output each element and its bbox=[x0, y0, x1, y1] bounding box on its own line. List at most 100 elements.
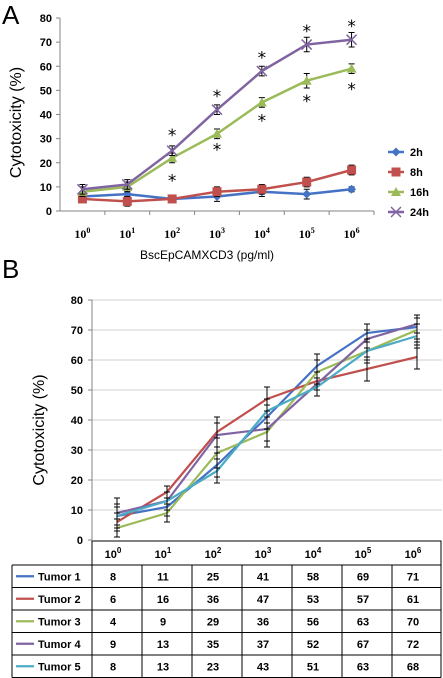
table-cell: 47 bbox=[257, 594, 269, 606]
significance-star: * bbox=[168, 172, 177, 192]
y-tick-label-b: 60 bbox=[71, 355, 83, 367]
significance-star: * bbox=[302, 22, 311, 42]
table-cell: 51 bbox=[307, 661, 319, 673]
table-row-label: Tumor 5 bbox=[38, 661, 81, 673]
table-cell: 56 bbox=[307, 616, 319, 628]
x-tick-label-a-exponent: 5 bbox=[311, 226, 315, 235]
table-row-label: Tumor 3 bbox=[38, 616, 81, 628]
table-cell: 68 bbox=[407, 661, 419, 673]
table-header-cell-exponent: 6 bbox=[417, 546, 422, 555]
error-bar-Tumor 5 bbox=[264, 398, 270, 424]
table-header-cell-exponent: 2 bbox=[217, 546, 222, 555]
table-header-cell-exponent: 1 bbox=[167, 546, 172, 555]
series-a-16h bbox=[77, 63, 357, 198]
series-a-8h bbox=[77, 164, 357, 207]
data-point-16h bbox=[346, 63, 357, 73]
legend-marker-24h bbox=[390, 206, 402, 218]
significance-star: * bbox=[258, 111, 267, 131]
data-point-24h bbox=[346, 34, 358, 46]
table-cell: 13 bbox=[157, 661, 169, 673]
data-point-8h bbox=[212, 187, 222, 197]
data-point-16h bbox=[212, 128, 222, 138]
legend-label-2h: 2h bbox=[410, 147, 423, 159]
significance-star: * bbox=[258, 49, 267, 69]
y-tick-label-a: 10 bbox=[40, 182, 52, 194]
table-header-cell-base: 10 bbox=[105, 549, 117, 561]
x-tick-label-a-exponent: 4 bbox=[266, 226, 270, 235]
legend-label-8h: 8h bbox=[410, 167, 423, 179]
table-header-cell-base: 10 bbox=[255, 549, 267, 561]
significance-star: * bbox=[347, 17, 356, 37]
y-tick-label-b: 50 bbox=[71, 385, 83, 397]
table-header-cell: 106 bbox=[405, 546, 422, 561]
x-tick-label-a-exponent: 0 bbox=[86, 226, 90, 235]
data-point-8h bbox=[122, 196, 132, 206]
y-tick-label-b: 20 bbox=[71, 475, 83, 487]
table-header-cell-exponent: 4 bbox=[317, 546, 322, 555]
x-tick-label-a: 102 bbox=[164, 226, 180, 241]
table-cell: 52 bbox=[307, 639, 319, 651]
table-cell: 37 bbox=[257, 639, 269, 651]
table-cell: 58 bbox=[307, 571, 319, 583]
y-tick-label-a: 20 bbox=[40, 158, 52, 170]
x-tick-label-a-base: 10 bbox=[119, 227, 131, 241]
series-a-24h bbox=[76, 31, 358, 195]
error-bar-Tumor 5 bbox=[214, 458, 220, 484]
y-tick-label-a: 40 bbox=[40, 110, 52, 122]
x-tick-label-a-exponent: 3 bbox=[221, 226, 225, 235]
table-cell: 53 bbox=[307, 594, 319, 606]
y-tick-label-b: 30 bbox=[71, 445, 83, 457]
y-axis-label-a: Cytotoxicity (%) bbox=[8, 67, 25, 178]
x-tick-label-a-base: 10 bbox=[209, 227, 221, 241]
table-cell: 29 bbox=[207, 616, 219, 628]
table-header-cell: 102 bbox=[205, 546, 222, 561]
legend-marker-16h bbox=[391, 187, 401, 196]
table-cell: 23 bbox=[207, 661, 219, 673]
y-tick-label-a: 70 bbox=[40, 37, 52, 49]
x-tick-label-a-exponent: 6 bbox=[356, 226, 360, 235]
x-tick-label-a: 106 bbox=[344, 226, 360, 241]
table-cell: 57 bbox=[357, 594, 369, 606]
error-bar-Tumor 4 bbox=[214, 422, 220, 448]
table-cell: 63 bbox=[357, 616, 369, 628]
x-tick-label-a: 101 bbox=[119, 226, 135, 241]
y-tick-label-b: 40 bbox=[71, 415, 83, 427]
table-cell: 9 bbox=[160, 616, 166, 628]
significance-star: * bbox=[213, 87, 222, 107]
table-cell: 43 bbox=[257, 661, 269, 673]
x-tick-label-a-base: 10 bbox=[344, 227, 356, 241]
y-tick-label-a: 60 bbox=[40, 61, 52, 73]
error-bar-Tumor 5 bbox=[314, 377, 320, 397]
table-header-cell-exponent: 5 bbox=[367, 546, 372, 555]
table-cell: 71 bbox=[407, 571, 419, 583]
table-cell: 4 bbox=[110, 616, 117, 628]
table-cell: 25 bbox=[207, 571, 219, 583]
legend-marker-8h bbox=[391, 167, 401, 177]
data-point-16h bbox=[167, 152, 178, 162]
y-tick-label-b: 10 bbox=[71, 505, 83, 517]
table-cell: 6 bbox=[110, 594, 116, 606]
data-point-24h bbox=[301, 39, 313, 51]
legend-label-24h: 24h bbox=[410, 207, 429, 219]
data-point-24h bbox=[256, 65, 268, 77]
y-tick-label-b: 0 bbox=[77, 535, 83, 547]
data-point-24h bbox=[166, 145, 178, 157]
data-point-24h bbox=[121, 178, 133, 190]
table-cell: 9 bbox=[110, 639, 116, 651]
significance-star: * bbox=[213, 140, 222, 160]
data-point-24h bbox=[76, 183, 88, 195]
table-cell: 13 bbox=[157, 639, 169, 651]
table-cell: 69 bbox=[357, 571, 369, 583]
data-point-16h bbox=[301, 75, 312, 85]
panel-label-b: B bbox=[2, 254, 19, 284]
error-bar-Tumor 5 bbox=[414, 323, 420, 349]
table-row-label: Tumor 2 bbox=[38, 594, 81, 606]
x-tick-label-a-base: 10 bbox=[299, 227, 311, 241]
legend-label-16h: 16h bbox=[410, 187, 429, 199]
x-tick-label-a: 105 bbox=[299, 226, 315, 241]
error-bar-Tumor 5 bbox=[164, 491, 170, 511]
table-cell: 35 bbox=[207, 639, 219, 651]
